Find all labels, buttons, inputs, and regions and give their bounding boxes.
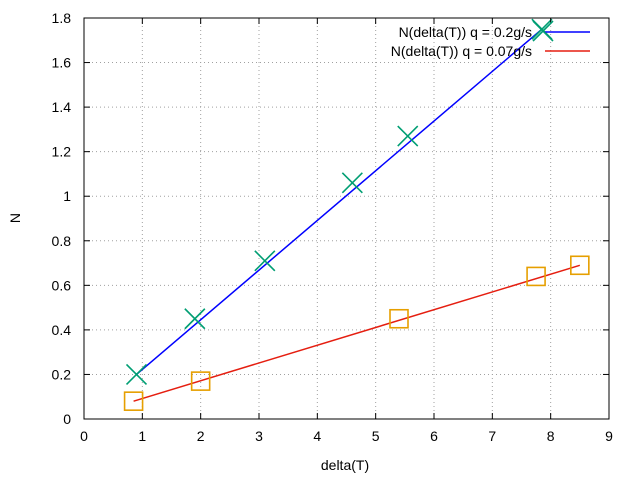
y-tick-label: 1.6 (52, 55, 72, 71)
data-point-series-0 (254, 250, 276, 272)
y-tick-label: 0.2 (52, 366, 72, 382)
data-point-series-0 (397, 125, 419, 147)
legend-label-q-0.07: N(delta(T)) q = 0.07g/s (391, 43, 532, 59)
data-markers (123, 18, 590, 411)
y-tick-label: 0.4 (52, 322, 72, 338)
x-tick-label: 3 (255, 428, 263, 444)
axis-ticks (83, 17, 610, 420)
grid-lines (84, 18, 609, 419)
y-tick-label: 0 (63, 411, 71, 427)
legend: N(delta(T)) q = 0.2g/s N(delta(T)) q = 0… (391, 20, 590, 59)
y-tick-label: 1 (63, 188, 71, 204)
legend-marker-series-0 (532, 20, 554, 42)
fit-line-series-0 (136, 28, 543, 376)
plot-frame (83, 17, 610, 420)
x-tick-labels: 0 1 2 3 4 5 6 7 8 9 (80, 428, 613, 444)
y-tick-labels: 0 0.2 0.4 0.6 0.8 1 1.2 1.4 1.6 1.8 (52, 10, 72, 427)
data-point-series-0 (184, 308, 206, 330)
y-tick-label: 1.8 (52, 10, 72, 26)
x-tick-label: 0 (80, 428, 88, 444)
y-tick-label: 1.4 (52, 99, 72, 115)
x-tick-label: 5 (372, 428, 380, 444)
x-tick-label: 4 (313, 428, 321, 444)
x-tick-label: 7 (488, 428, 496, 444)
data-point-series-1 (190, 371, 211, 391)
data-point-series-0 (341, 172, 363, 194)
x-tick-label: 2 (197, 428, 205, 444)
x-tick-label: 8 (547, 428, 555, 444)
data-point-series-0 (125, 363, 148, 386)
data-point-series-1 (123, 391, 144, 411)
y-tick-label: 0.8 (52, 233, 72, 249)
x-tick-label: 1 (138, 428, 146, 444)
y-tick-label: 0.6 (52, 277, 72, 293)
x-tick-label: 6 (430, 428, 438, 444)
x-tick-label: 9 (605, 428, 613, 444)
fit-line-series-1 (133, 264, 581, 402)
data-point-series-1 (526, 266, 546, 287)
fit-lines (133, 28, 581, 402)
data-point-series-1 (389, 308, 409, 329)
data-point-series-1 (570, 255, 590, 276)
y-tick-label: 1.2 (52, 144, 72, 160)
x-axis-label: delta(T) (321, 457, 369, 473)
legend-label-q-0.2: N(delta(T)) q = 0.2g/s (399, 24, 532, 40)
y-axis-label: N (7, 213, 23, 223)
